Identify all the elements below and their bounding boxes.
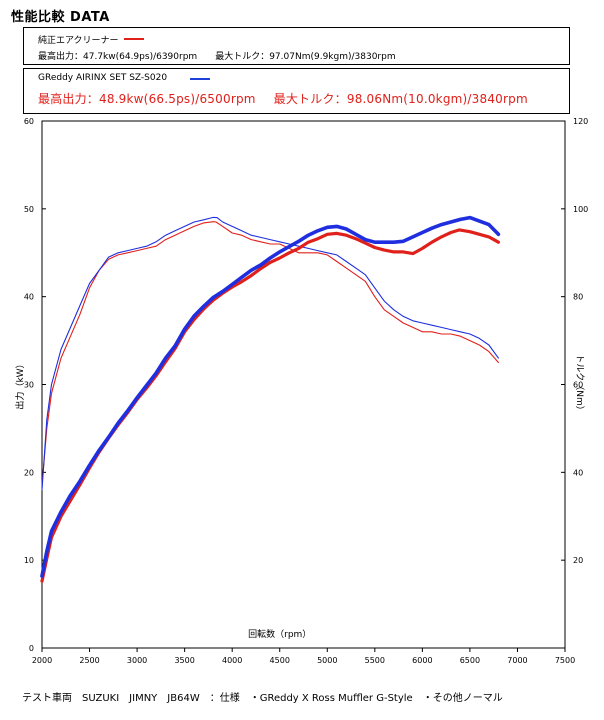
- x-tick-label: 2500: [79, 656, 99, 665]
- x-tick-label: 5500: [365, 656, 385, 665]
- y-right-tick-label: 80: [573, 293, 583, 302]
- legend-greddy-max-torque: 最大トルク：98.06Nm(10.0kgm)/3840rpm: [273, 92, 528, 106]
- x-tick-label: 2000: [32, 656, 52, 665]
- y-left-axis-title: 出力（kW）: [14, 359, 26, 409]
- legend-greddy: GReddy AIRINX SET SZ-S020 最高出力：48.9kw(66…: [23, 68, 570, 114]
- legend-stock-max-power: 最高出力：47.7kw(64.9ps)/6390rpm: [38, 52, 198, 62]
- legend-greddy-name: GReddy AIRINX SET SZ-S020: [38, 73, 168, 83]
- legend-greddy-max-power: 最高出力：48.9kw(66.5ps)/6500rpm: [38, 92, 256, 106]
- y-left-tick-label: 30: [24, 381, 34, 390]
- x-tick-label: 5000: [317, 656, 337, 665]
- x-tick-label: 7500: [555, 656, 575, 665]
- y-right-tick-label: 20: [573, 556, 583, 565]
- x-tick-label: 6000: [412, 656, 432, 665]
- y-left-tick-label: 40: [24, 293, 34, 302]
- x-tick-label: 3500: [174, 656, 194, 665]
- y-left-tick-label: 60: [24, 117, 34, 126]
- test-vehicle-footer: テスト車両 SUZUKI JIMNY JB64W ：仕様 ・GReddy X R…: [22, 693, 503, 704]
- x-tick-label: 4000: [222, 656, 242, 665]
- series-line-2: [41, 221, 499, 487]
- y-right-axis-title: トルク（Nm）: [574, 354, 585, 415]
- legend-stock-name: 純正エアクリーナー: [38, 36, 119, 46]
- x-tick-label: 3000: [127, 656, 147, 665]
- y-left-tick-label: 10: [24, 556, 34, 565]
- x-axis-title: 回転数（rpm）: [248, 628, 311, 640]
- x-tick-label: 6500: [460, 656, 480, 665]
- y-left-tick-label: 0: [29, 644, 34, 653]
- legend-stock-max-torque: 最大トルク：97.07Nm(9.9kgm)/3830rpm: [215, 52, 396, 62]
- y-right-tick-label: 100: [573, 205, 588, 214]
- series-line-1: [40, 215, 501, 578]
- series-line-3: [41, 216, 499, 491]
- legend-stock: 純正エアクリーナー 最高出力：47.7kw(64.9ps)/6390rpm 最大ト…: [23, 27, 570, 65]
- page-title: 性能比較 DATA: [11, 10, 110, 25]
- y-left-tick-label: 20: [24, 468, 34, 477]
- legend-greddy-spec: 最高出力：48.9kw(66.5ps)/6500rpm 最大トルク：98.06Nm…: [38, 90, 546, 107]
- y-right-tick-label: 120: [573, 117, 588, 126]
- x-tick-label: 4500: [270, 656, 290, 665]
- x-tick-label: 7000: [507, 656, 527, 665]
- series-line-0: [40, 228, 500, 583]
- plot-frame: [41, 120, 566, 649]
- legend-stock-swatch: [124, 38, 144, 40]
- y-right-tick-label: 40: [573, 468, 583, 477]
- legend-greddy-swatch: [190, 78, 210, 80]
- legend-stock-spec: 最高出力：47.7kw(64.9ps)/6390rpm 最大トルク：97.07Nm…: [38, 49, 414, 62]
- y-right-tick-label: 60: [573, 381, 583, 390]
- y-left-tick-label: 50: [24, 205, 34, 214]
